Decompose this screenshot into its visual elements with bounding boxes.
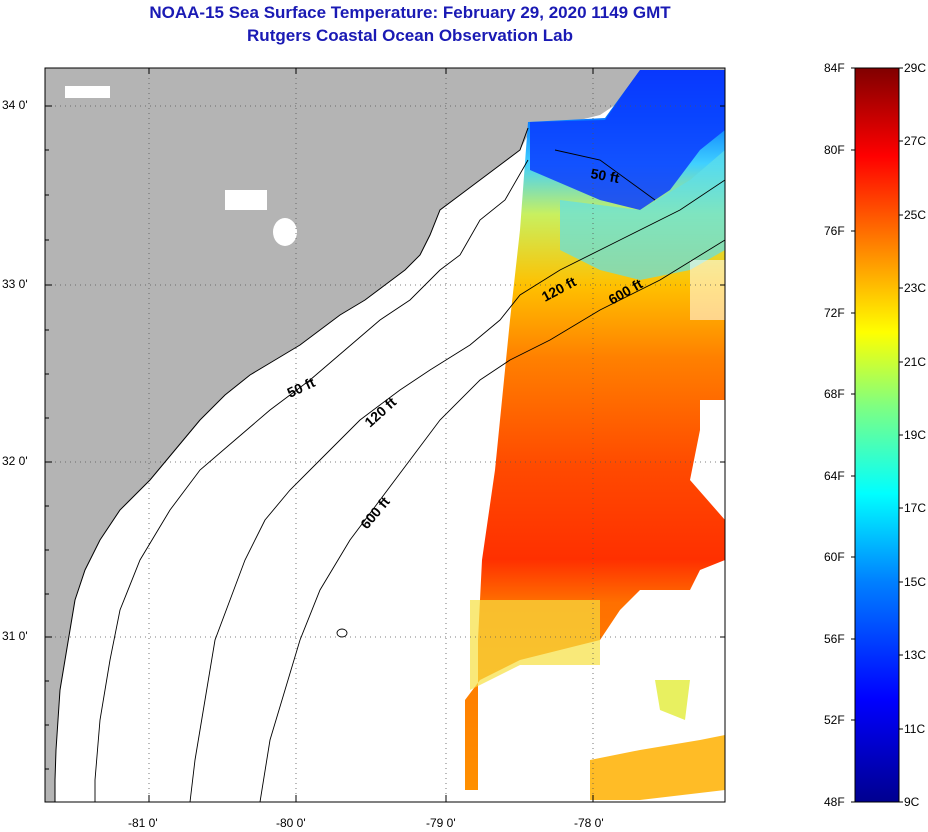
cb-c-23: 23C — [904, 281, 927, 295]
cb-f-64: 64F — [824, 469, 845, 483]
contour-120ft — [189, 179, 725, 802]
contour-50ft — [94, 149, 656, 802]
cb-c-19: 19C — [904, 428, 927, 442]
lat-label-32: 32 0' — [2, 454, 28, 468]
axis-ticks — [45, 68, 725, 802]
cb-c-9: 9C — [904, 795, 920, 809]
label-50ft-north: 50 ft — [589, 165, 620, 186]
cb-f-56: 56F — [824, 632, 845, 646]
seamount — [336, 628, 348, 638]
lon-label-79: -79 0' — [426, 816, 456, 830]
contour-600ft — [259, 239, 725, 802]
cool-water — [560, 150, 725, 280]
cb-f-76: 76F — [824, 224, 845, 238]
cb-c-15: 15C — [904, 575, 927, 589]
cb-f-48: 48F — [824, 795, 845, 809]
cold-water — [530, 70, 725, 210]
cb-c-21: 21C — [904, 355, 927, 369]
lat-label-33: 33 0' — [2, 277, 28, 291]
cloud-gap-1 — [690, 260, 725, 320]
map-title: NOAA-15 Sea Surface Temperature: Februar… — [149, 3, 671, 22]
cb-c-17: 17C — [904, 501, 927, 515]
cb-f-60: 60F — [824, 550, 845, 564]
lon-label-80: -80 0' — [276, 816, 306, 830]
south-patch-1 — [590, 735, 725, 800]
cb-c-29: 29C — [904, 61, 927, 75]
coastline — [54, 127, 529, 802]
lon-label-78: -78 0' — [574, 816, 604, 830]
south-patch-2 — [470, 600, 600, 690]
cb-f-72: 72F — [824, 306, 845, 320]
land-mass — [45, 68, 725, 802]
colorbar-ticks — [851, 67, 903, 803]
cloud-gap-2 — [700, 400, 725, 450]
colorbar — [854, 67, 900, 803]
cb-f-80: 80F — [824, 143, 845, 157]
cb-f-68: 68F — [824, 387, 845, 401]
lat-label-34: 34 0' — [2, 98, 28, 112]
lat-label-31: 31 0' — [2, 629, 28, 643]
map-frame — [44, 67, 726, 803]
cb-c-13: 13C — [904, 648, 927, 662]
cb-f-52: 52F — [824, 713, 845, 727]
lake-2 — [65, 86, 110, 98]
lon-label-81: -81 0' — [128, 816, 158, 830]
lake-3 — [225, 190, 267, 210]
cb-c-27: 27C — [904, 134, 927, 148]
south-patch-3 — [655, 680, 690, 720]
map-subtitle: Rutgers Coastal Ocean Observation Lab — [247, 26, 573, 45]
cb-c-25: 25C — [904, 208, 927, 222]
lake-1 — [273, 218, 297, 246]
cb-f-84: 84F — [824, 61, 845, 75]
cb-c-11: 11C — [904, 722, 926, 736]
